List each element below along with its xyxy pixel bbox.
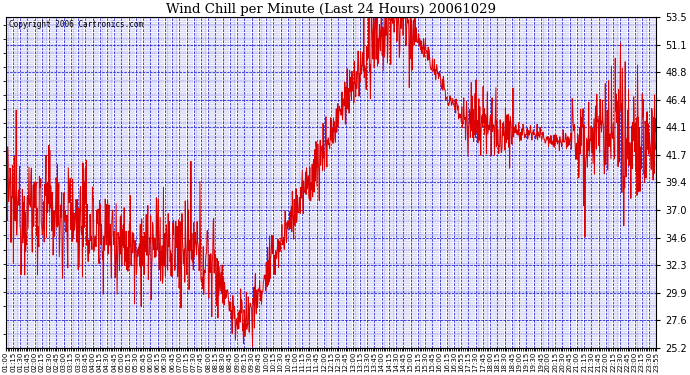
Text: Copyright 2006 Cartronics.com: Copyright 2006 Cartronics.com [9, 20, 143, 29]
Title: Wind Chill per Minute (Last 24 Hours) 20061029: Wind Chill per Minute (Last 24 Hours) 20… [166, 3, 496, 16]
